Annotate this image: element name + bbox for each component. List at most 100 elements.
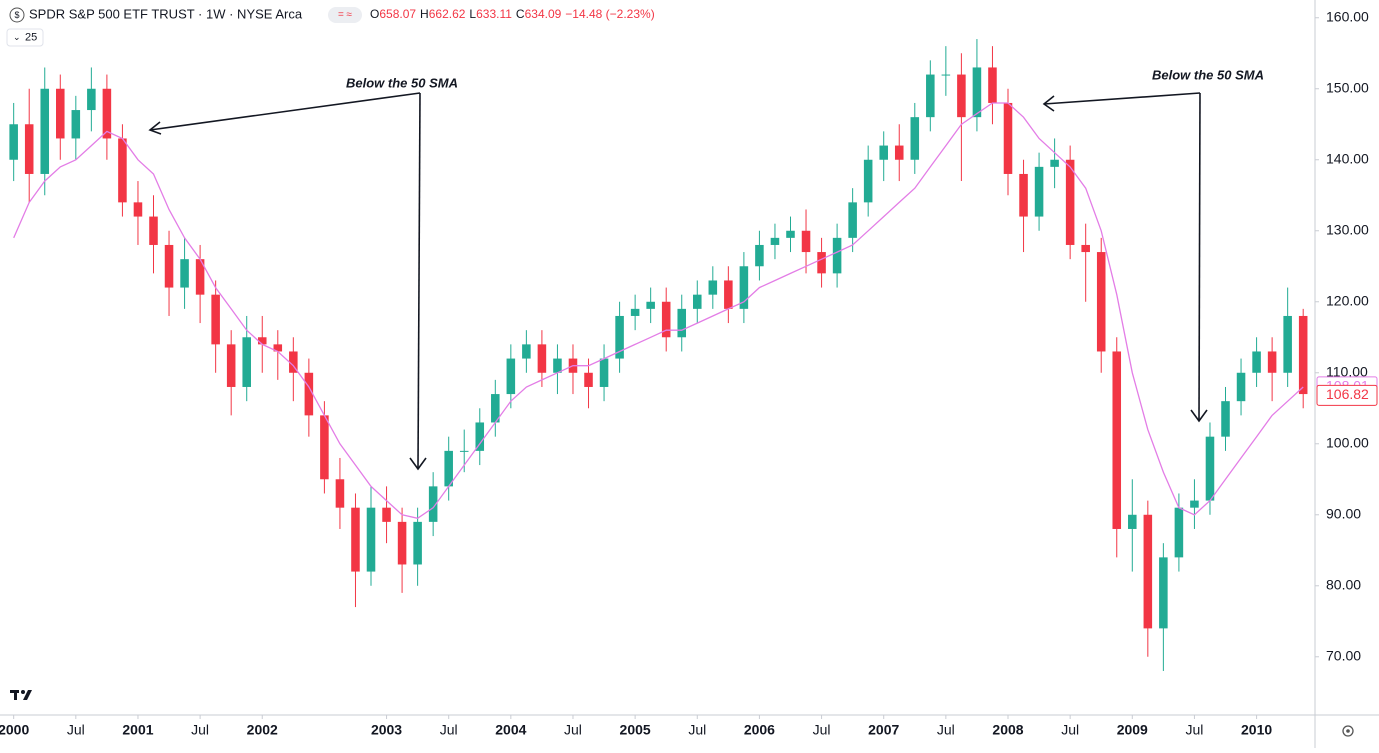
candle-body bbox=[553, 358, 562, 373]
candle-body bbox=[630, 308, 640, 316]
candle-body bbox=[149, 216, 158, 245]
arrow-head bbox=[409, 457, 427, 471]
candle-body bbox=[413, 521, 422, 565]
candle-body bbox=[1267, 351, 1277, 373]
x-tick-label: Jul bbox=[937, 722, 955, 738]
legend-value: 662.62 bbox=[429, 7, 466, 21]
candle-body bbox=[320, 415, 329, 480]
legend-prefix: O bbox=[370, 7, 379, 21]
indicator-toggle[interactable] bbox=[328, 7, 362, 23]
candle-body bbox=[24, 124, 34, 174]
candle-body bbox=[397, 521, 407, 565]
candle-body bbox=[444, 450, 453, 487]
candle-body bbox=[910, 117, 920, 160]
candle-body bbox=[242, 337, 251, 387]
candle-body bbox=[335, 479, 345, 508]
candle-body bbox=[1298, 315, 1308, 395]
candle-body bbox=[9, 124, 18, 160]
candle-body bbox=[801, 230, 811, 253]
candle-body bbox=[211, 294, 220, 345]
candle-body bbox=[382, 507, 391, 522]
symbol-icon[interactable] bbox=[9, 7, 25, 23]
candle-body bbox=[926, 74, 935, 118]
x-tick-label: Jul bbox=[67, 722, 85, 738]
candle-body bbox=[304, 372, 314, 416]
legend-value: 633.11 bbox=[476, 7, 512, 21]
arrow bbox=[1198, 92, 1201, 421]
x-tick-label: Jul bbox=[440, 722, 458, 738]
candle-body bbox=[599, 358, 609, 387]
symbol-title[interactable]: SPDR S&P 500 ETF TRUST · 1W · NYSE Arca bbox=[29, 6, 303, 21]
y-tick-label: 140.00 bbox=[1326, 150, 1369, 166]
candle-body bbox=[879, 145, 888, 160]
arrow bbox=[1043, 92, 1201, 105]
candle-body bbox=[351, 507, 360, 572]
candle-body bbox=[459, 450, 469, 452]
candle-body bbox=[273, 344, 283, 352]
candle-body bbox=[1096, 252, 1106, 352]
candle-body bbox=[1112, 351, 1122, 529]
candle-body bbox=[693, 294, 702, 309]
y-tick-label: 130.00 bbox=[1326, 221, 1369, 237]
x-tick-label: Jul bbox=[191, 722, 209, 738]
candle-body bbox=[1081, 244, 1090, 253]
annotation: Below the 50 SMA bbox=[1152, 67, 1264, 82]
candle-body bbox=[957, 74, 966, 118]
candle-body bbox=[848, 202, 857, 238]
tv-logo bbox=[10, 690, 32, 700]
settings-dot bbox=[1346, 729, 1350, 733]
arrow-head bbox=[148, 121, 162, 135]
candle-body bbox=[661, 301, 671, 338]
candle-body bbox=[491, 394, 500, 423]
indicator-pill[interactable] bbox=[6, 28, 44, 47]
candle-body bbox=[786, 230, 795, 238]
candle-body bbox=[708, 280, 718, 295]
indicator-length: 25 bbox=[25, 31, 37, 43]
candle-body bbox=[1065, 159, 1075, 245]
x-tick-label: Jul bbox=[564, 722, 582, 738]
candle-body bbox=[1003, 102, 1013, 174]
settings-button[interactable] bbox=[1342, 725, 1354, 737]
candle-body bbox=[1221, 401, 1230, 437]
x-tick-label: 2008 bbox=[992, 722, 1023, 738]
candle-body bbox=[1159, 557, 1168, 629]
candle-body bbox=[1174, 507, 1184, 558]
candle-body bbox=[770, 237, 780, 245]
chevron: ⌄ bbox=[13, 32, 21, 42]
candle-body bbox=[1143, 514, 1153, 629]
candle-body bbox=[677, 308, 687, 338]
axes-layer: 70.00 80.00 90.00 100.00 110.00 120.00 130.00 1… bbox=[0, 8, 1378, 738]
candle-body bbox=[615, 315, 624, 359]
x-tick-label: 2004 bbox=[495, 722, 526, 738]
legend-prefix: C bbox=[516, 7, 525, 21]
candle-body bbox=[1128, 514, 1137, 529]
y-tick-label: 70.00 bbox=[1326, 647, 1361, 663]
legend-change: −14.48 (−2.23%) bbox=[565, 7, 654, 21]
x-tick-label: 2009 bbox=[1117, 722, 1148, 738]
legend-value: 634.09 bbox=[525, 7, 562, 21]
x-tick-label: 2005 bbox=[620, 722, 651, 738]
x-tick-label: 2003 bbox=[371, 722, 402, 738]
candle-body bbox=[102, 88, 112, 139]
candle-body bbox=[133, 202, 143, 217]
candle-body bbox=[894, 145, 904, 160]
candle-body bbox=[817, 252, 826, 274]
plot-layer bbox=[9, 39, 1308, 671]
candle-body bbox=[537, 344, 547, 373]
y-tick-label: 120.00 bbox=[1326, 292, 1369, 308]
x-tick-label: 2001 bbox=[122, 722, 153, 738]
toggle-glyph: = ≈ bbox=[338, 10, 353, 21]
y-tick-label: 100.00 bbox=[1326, 434, 1369, 450]
candle-body bbox=[226, 344, 236, 387]
candle-body bbox=[56, 88, 65, 139]
sma-line bbox=[13, 102, 1304, 519]
candle-body bbox=[289, 351, 298, 373]
arrow-head bbox=[1042, 95, 1055, 112]
candle-body bbox=[972, 67, 982, 118]
arrow bbox=[149, 92, 421, 131]
legend-prefix: H bbox=[420, 7, 429, 21]
y-tick-label: 90.00 bbox=[1326, 505, 1361, 521]
candle-body bbox=[195, 259, 205, 295]
candle-body bbox=[428, 486, 438, 522]
